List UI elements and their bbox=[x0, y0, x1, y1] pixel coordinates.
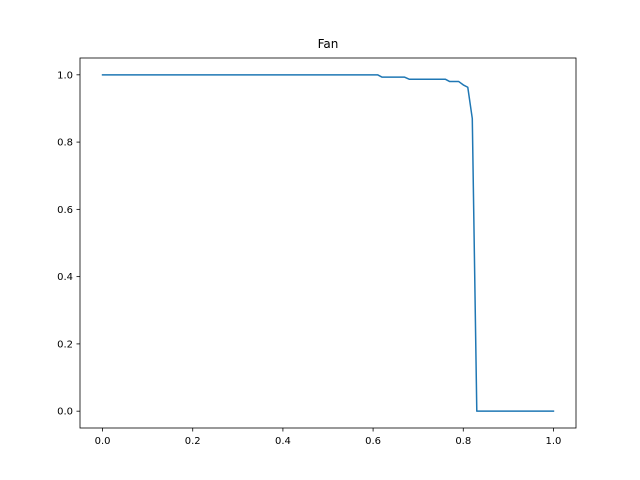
y-tick-label: 1.0 bbox=[57, 70, 73, 81]
x-tick-label: 0.8 bbox=[455, 436, 471, 447]
x-tick-label: 0.2 bbox=[185, 436, 201, 447]
y-axis: 0.0 0.2 0.4 0.6 0.8 1.0 bbox=[57, 70, 80, 418]
series-line bbox=[101, 74, 555, 412]
x-axis: 0.0 0.2 0.4 0.6 0.8 1.0 bbox=[95, 428, 562, 447]
y-tick-label: 0.0 bbox=[57, 407, 73, 418]
x-tick-label: 0.4 bbox=[275, 436, 291, 447]
y-tick-label: 0.6 bbox=[57, 205, 73, 216]
x-tick-label: 0.0 bbox=[95, 436, 111, 447]
chart-title: Fan bbox=[318, 37, 339, 51]
x-tick-label: 0.6 bbox=[365, 436, 381, 447]
y-tick-label: 0.8 bbox=[57, 138, 73, 149]
plot-area bbox=[79, 57, 577, 429]
axes-frame bbox=[79, 57, 577, 429]
series-layer bbox=[101, 74, 555, 412]
x-tick-label: 1.0 bbox=[546, 436, 562, 447]
y-tick-label: 0.2 bbox=[57, 339, 73, 350]
y-tick-label: 0.4 bbox=[57, 272, 73, 283]
